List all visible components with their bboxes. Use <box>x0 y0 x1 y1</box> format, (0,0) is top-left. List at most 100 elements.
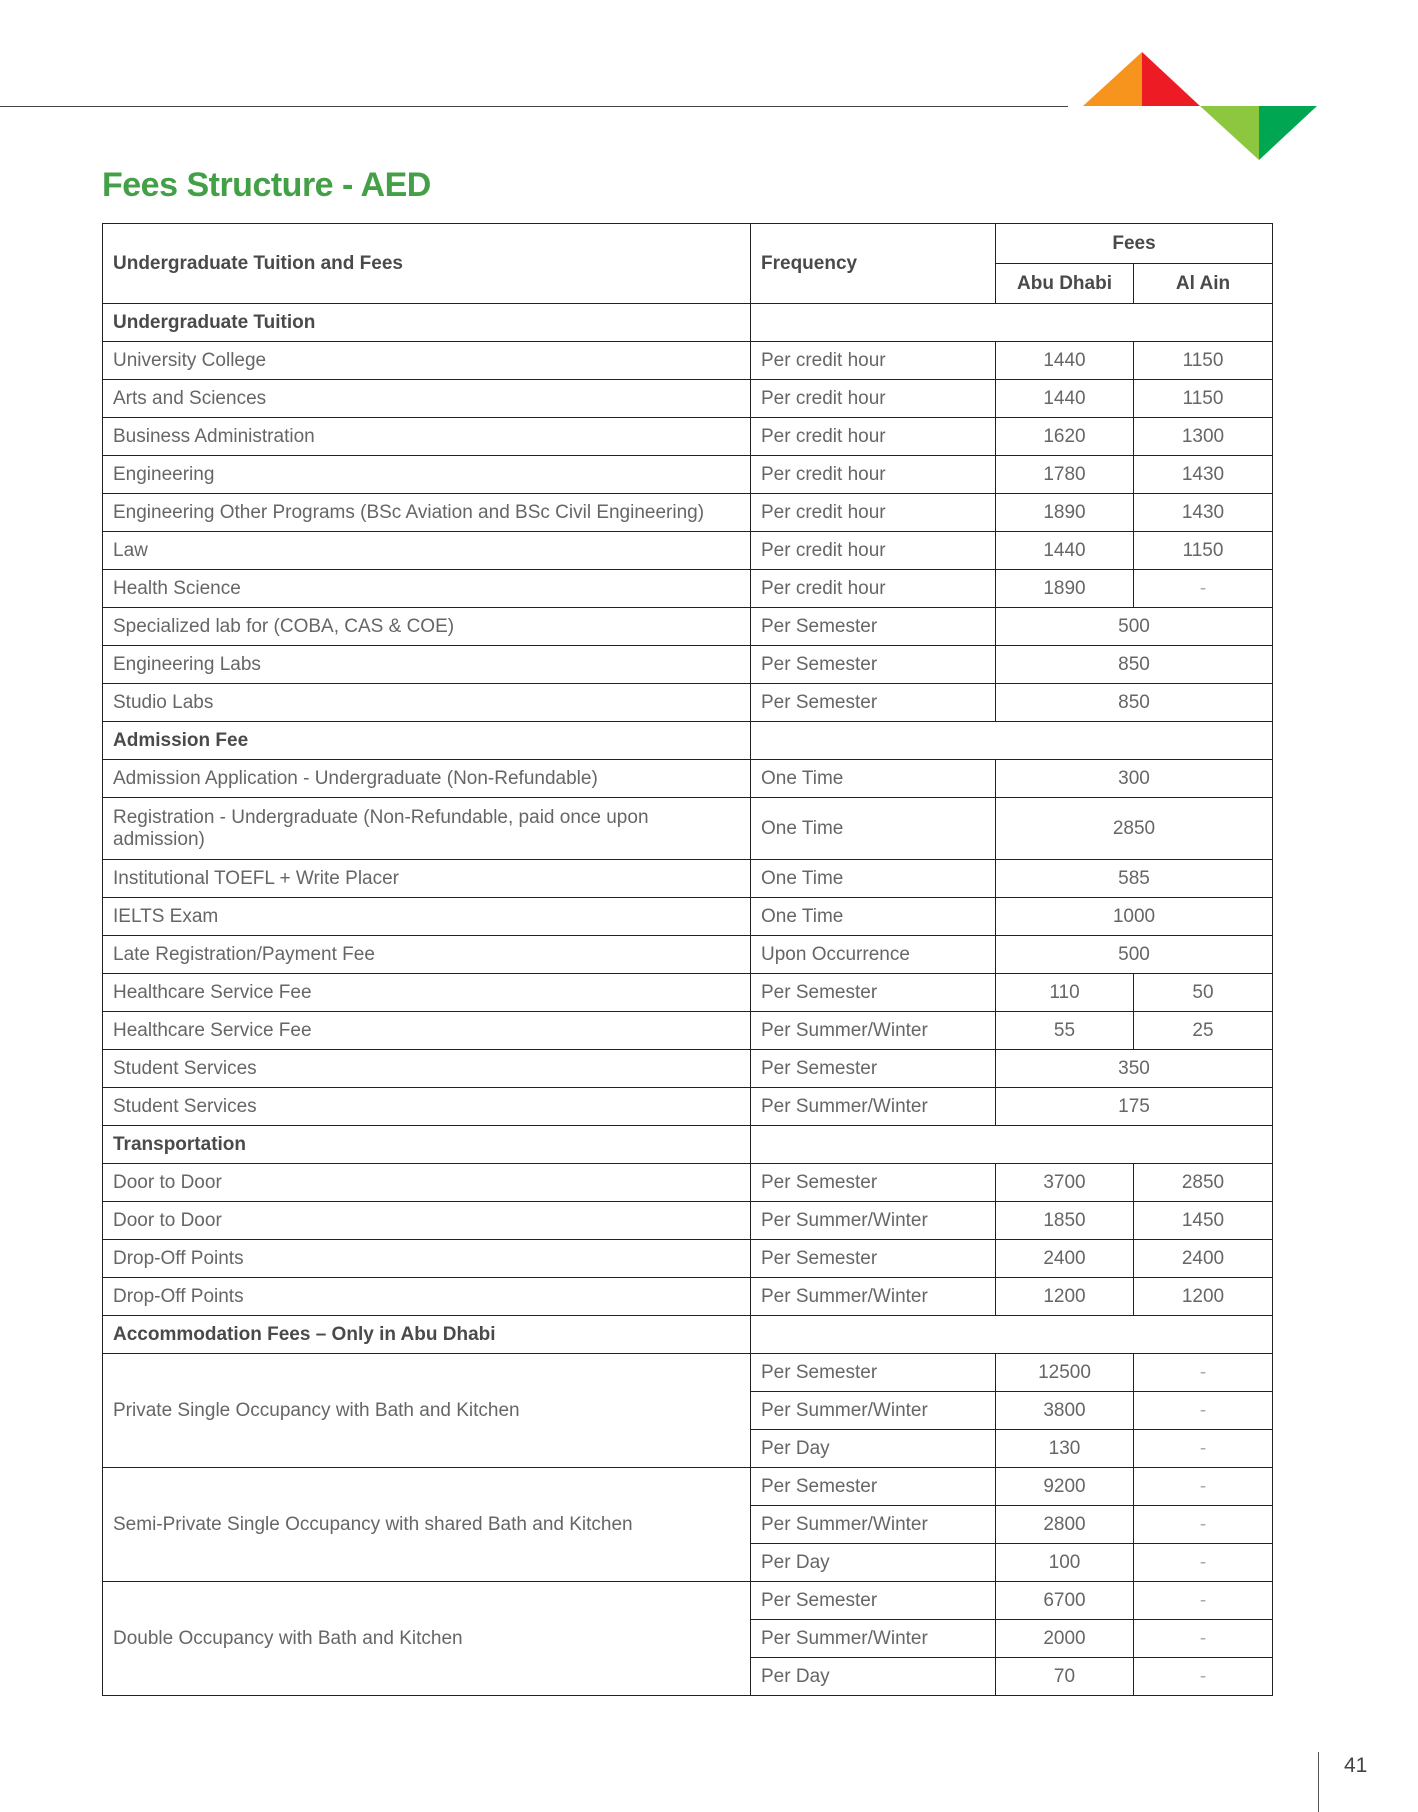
fee-item: Specialized lab for (COBA, CAS & COE) <box>102 607 751 646</box>
fee-abu-dhabi: 9200 <box>995 1467 1134 1506</box>
fees-table: Undergraduate Tuition and Fees Frequency… <box>102 223 1273 1696</box>
fee-item: Engineering Other Programs (BSc Aviation… <box>102 493 751 532</box>
fee-item: Institutional TOEFL + Write Placer <box>102 859 751 898</box>
fee-al-ain: - <box>1133 1353 1273 1392</box>
table-row: Drop-Off Points Per Semester 2400 2400 <box>102 1239 1273 1278</box>
fee-abu-dhabi: 1200 <box>995 1277 1134 1316</box>
section-row: Undergraduate Tuition <box>102 303 1273 342</box>
frequency: Per Semester <box>750 683 996 722</box>
fee-al-ain: 25 <box>1133 1011 1273 1050</box>
fee-item: Registration - Undergraduate (Non-Refund… <box>102 797 751 860</box>
fee-al-ain: 1150 <box>1133 341 1273 380</box>
fee-both-campuses: 500 <box>995 935 1273 974</box>
header-al-ain: Al Ain <box>1133 263 1273 304</box>
fees-table-body: Undergraduate Tuition University College P… <box>102 303 1273 1696</box>
fee-al-ain: 2850 <box>1133 1163 1273 1202</box>
fee-item: University College <box>102 341 751 380</box>
frequency: Per Semester <box>750 645 996 684</box>
fee-al-ain: 1200 <box>1133 1277 1273 1316</box>
fee-al-ain: 1150 <box>1133 531 1273 570</box>
frequency: Per Semester <box>750 973 996 1012</box>
section-row: Accommodation Fees – Only in Abu Dhabi <box>102 1315 1273 1354</box>
table-row: Per Summer/Winter 2000- <box>103 1619 1273 1658</box>
fee-abu-dhabi: 100 <box>995 1543 1134 1582</box>
frequency: One Time <box>750 797 996 860</box>
logo-orange-triangle <box>1083 52 1142 106</box>
fee-item: Student Services <box>102 1049 751 1088</box>
fee-al-ain: 1430 <box>1133 493 1273 532</box>
header-rule <box>0 106 1068 107</box>
fee-abu-dhabi: 2000 <box>995 1619 1134 1658</box>
table-row: Specialized lab for (COBA, CAS & COE) Per… <box>102 607 1273 646</box>
logo-lightgreen-triangle <box>1200 106 1259 160</box>
frequency: Upon Occurrence <box>750 935 996 974</box>
frequency: Per Semester <box>750 1581 996 1620</box>
frequency: Per Semester <box>750 607 996 646</box>
fee-al-ain: 50 <box>1133 973 1273 1012</box>
fee-both-campuses: 585 <box>995 859 1273 898</box>
table-row: Per Day 70- <box>103 1657 1273 1696</box>
table-row: Admission Application - Undergraduate (N… <box>102 759 1273 798</box>
fee-item: Law <box>102 531 751 570</box>
fee-item: Private Single Occupancy with Bath and K… <box>102 1353 751 1468</box>
fee-both-campuses: 850 <box>995 645 1273 684</box>
fee-item: IELTS Exam <box>102 897 751 936</box>
fee-al-ain: 2400 <box>1133 1239 1273 1278</box>
section-title: Transportation <box>102 1125 751 1164</box>
table-row: Per Summer/Winter 3800- <box>103 1391 1273 1430</box>
empty-cell <box>750 303 1273 342</box>
fee-abu-dhabi: 3700 <box>995 1163 1134 1202</box>
frequency: Per Semester <box>750 1467 996 1506</box>
frequency: Per Semester <box>750 1353 996 1392</box>
frequency: Per Summer/Winter <box>750 1201 996 1240</box>
table-row: Healthcare Service Fee Per Semester 110 50 <box>102 973 1273 1012</box>
frequency: One Time <box>750 859 996 898</box>
empty-cell <box>750 1125 1273 1164</box>
fee-item: Semi-Private Single Occupancy with share… <box>102 1467 751 1582</box>
fee-item: Engineering Labs <box>102 645 751 684</box>
table-row: Private Single Occupancy with Bath and K… <box>102 1353 1273 1468</box>
fee-abu-dhabi: 3800 <box>995 1391 1134 1430</box>
table-row: IELTS Exam One Time 1000 <box>102 897 1273 936</box>
frequency: Per Semester <box>750 1163 996 1202</box>
fee-item: Healthcare Service Fee <box>102 1011 751 1050</box>
fee-item: Drop-Off Points <box>102 1277 751 1316</box>
fee-item: Door to Door <box>102 1201 751 1240</box>
table-row: University College Per credit hour 1440 115… <box>102 341 1273 380</box>
logo-red-triangle <box>1142 52 1200 106</box>
fee-item: Door to Door <box>102 1163 751 1202</box>
frequency: Per credit hour <box>750 379 996 418</box>
fee-item: Drop-Off Points <box>102 1239 751 1278</box>
empty-cell <box>750 1315 1273 1354</box>
fee-item: Business Administration <box>102 417 751 456</box>
fee-item: Health Science <box>102 569 751 608</box>
fee-abu-dhabi: 130 <box>995 1429 1134 1468</box>
frequency: Per Summer/Winter <box>750 1505 996 1544</box>
table-row: Per Summer/Winter 2800- <box>103 1505 1273 1544</box>
fee-al-ain: 1300 <box>1133 417 1273 456</box>
fee-abu-dhabi: 55 <box>995 1011 1134 1050</box>
table-row: Healthcare Service Fee Per Summer/Winter 5… <box>102 1011 1273 1050</box>
fee-al-ain: - <box>1133 1581 1273 1620</box>
fee-abu-dhabi: 1620 <box>995 417 1134 456</box>
fee-item: Engineering <box>102 455 751 494</box>
frequency: Per Semester <box>750 1239 996 1278</box>
fee-al-ain: 1430 <box>1133 455 1273 494</box>
frequency: Per Summer/Winter <box>750 1619 996 1658</box>
fee-al-ain: - <box>1133 1429 1273 1468</box>
table-row: Late Registration/Payment Fee Upon Occurr… <box>102 935 1273 974</box>
fee-abu-dhabi: 1890 <box>995 569 1134 608</box>
table-row: Engineering Labs Per Semester 850 <box>102 645 1273 684</box>
table-row: Door to Door Per Semester 3700 2850 <box>102 1163 1273 1202</box>
table-row: Semi-Private Single Occupancy with share… <box>102 1467 1273 1582</box>
header-frequency: Frequency <box>750 223 996 304</box>
table-row: Health Science Per credit hour 1890- <box>102 569 1273 608</box>
frequency: Per Day <box>750 1429 996 1468</box>
section-title: Undergraduate Tuition <box>102 303 751 342</box>
table-row: Registration - Undergraduate (Non-Refund… <box>102 797 1273 860</box>
header-abu-dhabi: Abu Dhabi <box>995 263 1134 304</box>
fee-item: Admission Application - Undergraduate (N… <box>102 759 751 798</box>
fee-item: Student Services <box>102 1087 751 1126</box>
empty-cell <box>750 721 1273 760</box>
fee-abu-dhabi: 12500 <box>995 1353 1134 1392</box>
